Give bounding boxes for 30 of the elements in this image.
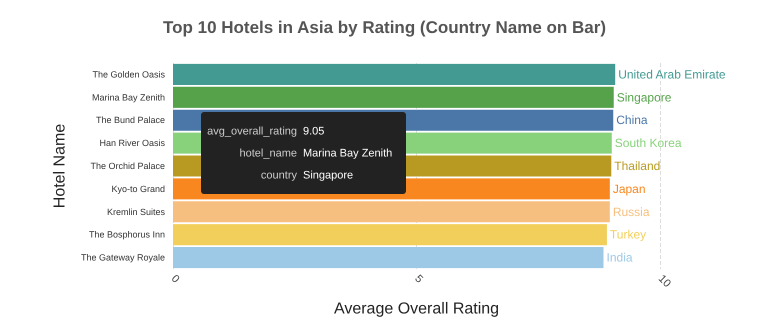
data-label: United Arab Emirate [618, 67, 726, 82]
y-tick-label: The Orchid Palace [90, 161, 165, 171]
x-tick-label: 0 [168, 272, 182, 286]
data-label: India [606, 250, 633, 265]
y-tick-label: The Gateway Royale [80, 252, 165, 263]
y-tick-label: The Golden Oasis [92, 69, 166, 80]
y-tick-label: Han River Oasis [99, 138, 166, 148]
y-axis-title: Hotel Name [52, 124, 68, 208]
annotation: Singapore [303, 170, 354, 182]
annotation: hotel_name [240, 148, 297, 160]
y-tick-label: Kremlin Suites [106, 206, 166, 217]
y-tick-label: Marina Bay Zenith [92, 92, 165, 102]
data-label: Singapore [616, 90, 672, 104]
data-label: South Korea [614, 136, 682, 150]
annotation: avg_overall_rating [207, 126, 297, 138]
data-label: Japan [612, 182, 646, 196]
data-label: Thailand [614, 159, 660, 173]
data-label: Turkey [610, 228, 646, 242]
x-tick-label: 5 [412, 272, 426, 286]
chart-title: Top 10 Hotels in Asia by Rating (Country Name on Bar) [163, 18, 606, 37]
x-axis-title: Average Overall Rating [334, 300, 500, 318]
data-label: China [616, 113, 648, 128]
y-tick-label: Kyo-to Grand [111, 184, 165, 194]
annotation: country [260, 170, 298, 182]
annotation: 9.05 [303, 126, 324, 138]
data-label: Russia [612, 204, 650, 219]
y-tick-label: The Bund Palace [96, 115, 165, 126]
annotation: Marina Bay Zenith [303, 148, 392, 160]
x-tick-label: 10 [656, 272, 673, 290]
y-tick-label: The Bosphorus Inn [88, 230, 165, 240]
